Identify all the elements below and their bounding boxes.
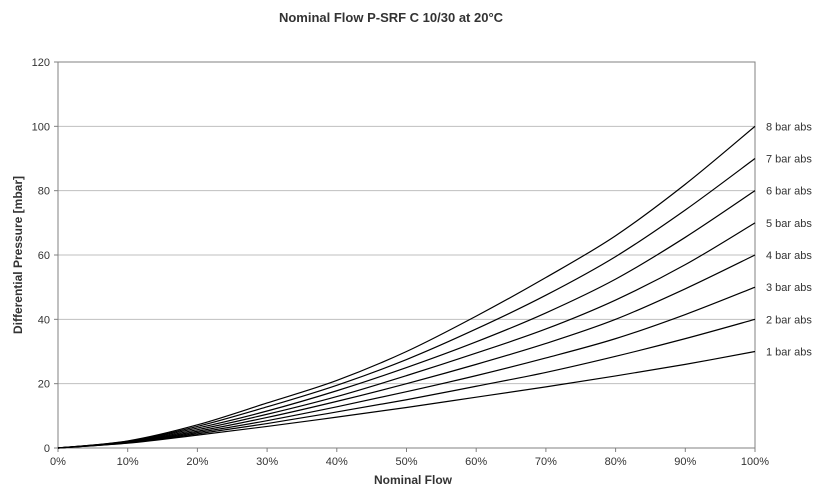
y-tick-label: 100 bbox=[32, 121, 50, 133]
x-tick-label: 50% bbox=[395, 456, 417, 468]
series-line bbox=[57, 318, 756, 449]
series-label: 2 bar abs bbox=[766, 314, 812, 326]
series-label: 5 bar abs bbox=[766, 218, 812, 230]
x-tick-label: 10% bbox=[117, 456, 139, 468]
x-tick-label: 20% bbox=[186, 456, 208, 468]
y-axis-ticks: 0 20 40 60 80 100 120 bbox=[32, 57, 58, 455]
series-line bbox=[57, 254, 756, 449]
y-tick-label: 20 bbox=[38, 379, 50, 391]
y-tick-label: 0 bbox=[44, 443, 50, 455]
y-tick-label: 40 bbox=[38, 314, 50, 326]
series-line bbox=[57, 125, 756, 449]
series-label: 6 bar abs bbox=[766, 186, 812, 198]
y-tick-label: 120 bbox=[32, 57, 50, 69]
x-tick-label: 100% bbox=[741, 456, 769, 468]
series-label: 3 bar abs bbox=[766, 282, 812, 294]
series-label: 4 bar abs bbox=[766, 250, 812, 262]
x-axis-ticks: 0% 10% 20% 30% 40% 50% 60% 70% 80% 90% 100% bbox=[50, 448, 769, 468]
x-tick-label: 30% bbox=[256, 456, 278, 468]
chart-title: Nominal Flow P-SRF C 10/30 at 20°C bbox=[279, 10, 504, 25]
series-line bbox=[57, 286, 756, 449]
y-axis-label: Differential Pressure [mbar] bbox=[11, 176, 25, 334]
x-tick-label: 40% bbox=[326, 456, 348, 468]
series-line bbox=[57, 350, 756, 449]
x-tick-label: 0% bbox=[50, 456, 66, 468]
x-tick-label: 60% bbox=[465, 456, 487, 468]
gridlines bbox=[58, 125, 755, 385]
series-line bbox=[57, 222, 756, 449]
x-tick-label: 80% bbox=[605, 456, 627, 468]
series-label: 1 bar abs bbox=[766, 347, 812, 359]
series-labels: 8 bar abs 7 bar abs 6 bar abs 5 bar abs 4 ba… bbox=[766, 121, 812, 358]
x-tick-label: 90% bbox=[674, 456, 696, 468]
series-label: 7 bar abs bbox=[766, 154, 812, 166]
series-line bbox=[57, 190, 756, 449]
series-line bbox=[57, 158, 756, 449]
x-axis-label: Nominal Flow bbox=[374, 473, 453, 487]
y-tick-label: 80 bbox=[38, 186, 50, 198]
x-tick-label: 70% bbox=[535, 456, 557, 468]
series-label: 8 bar abs bbox=[766, 121, 812, 133]
series-lines bbox=[57, 125, 756, 449]
y-tick-label: 60 bbox=[38, 250, 50, 262]
